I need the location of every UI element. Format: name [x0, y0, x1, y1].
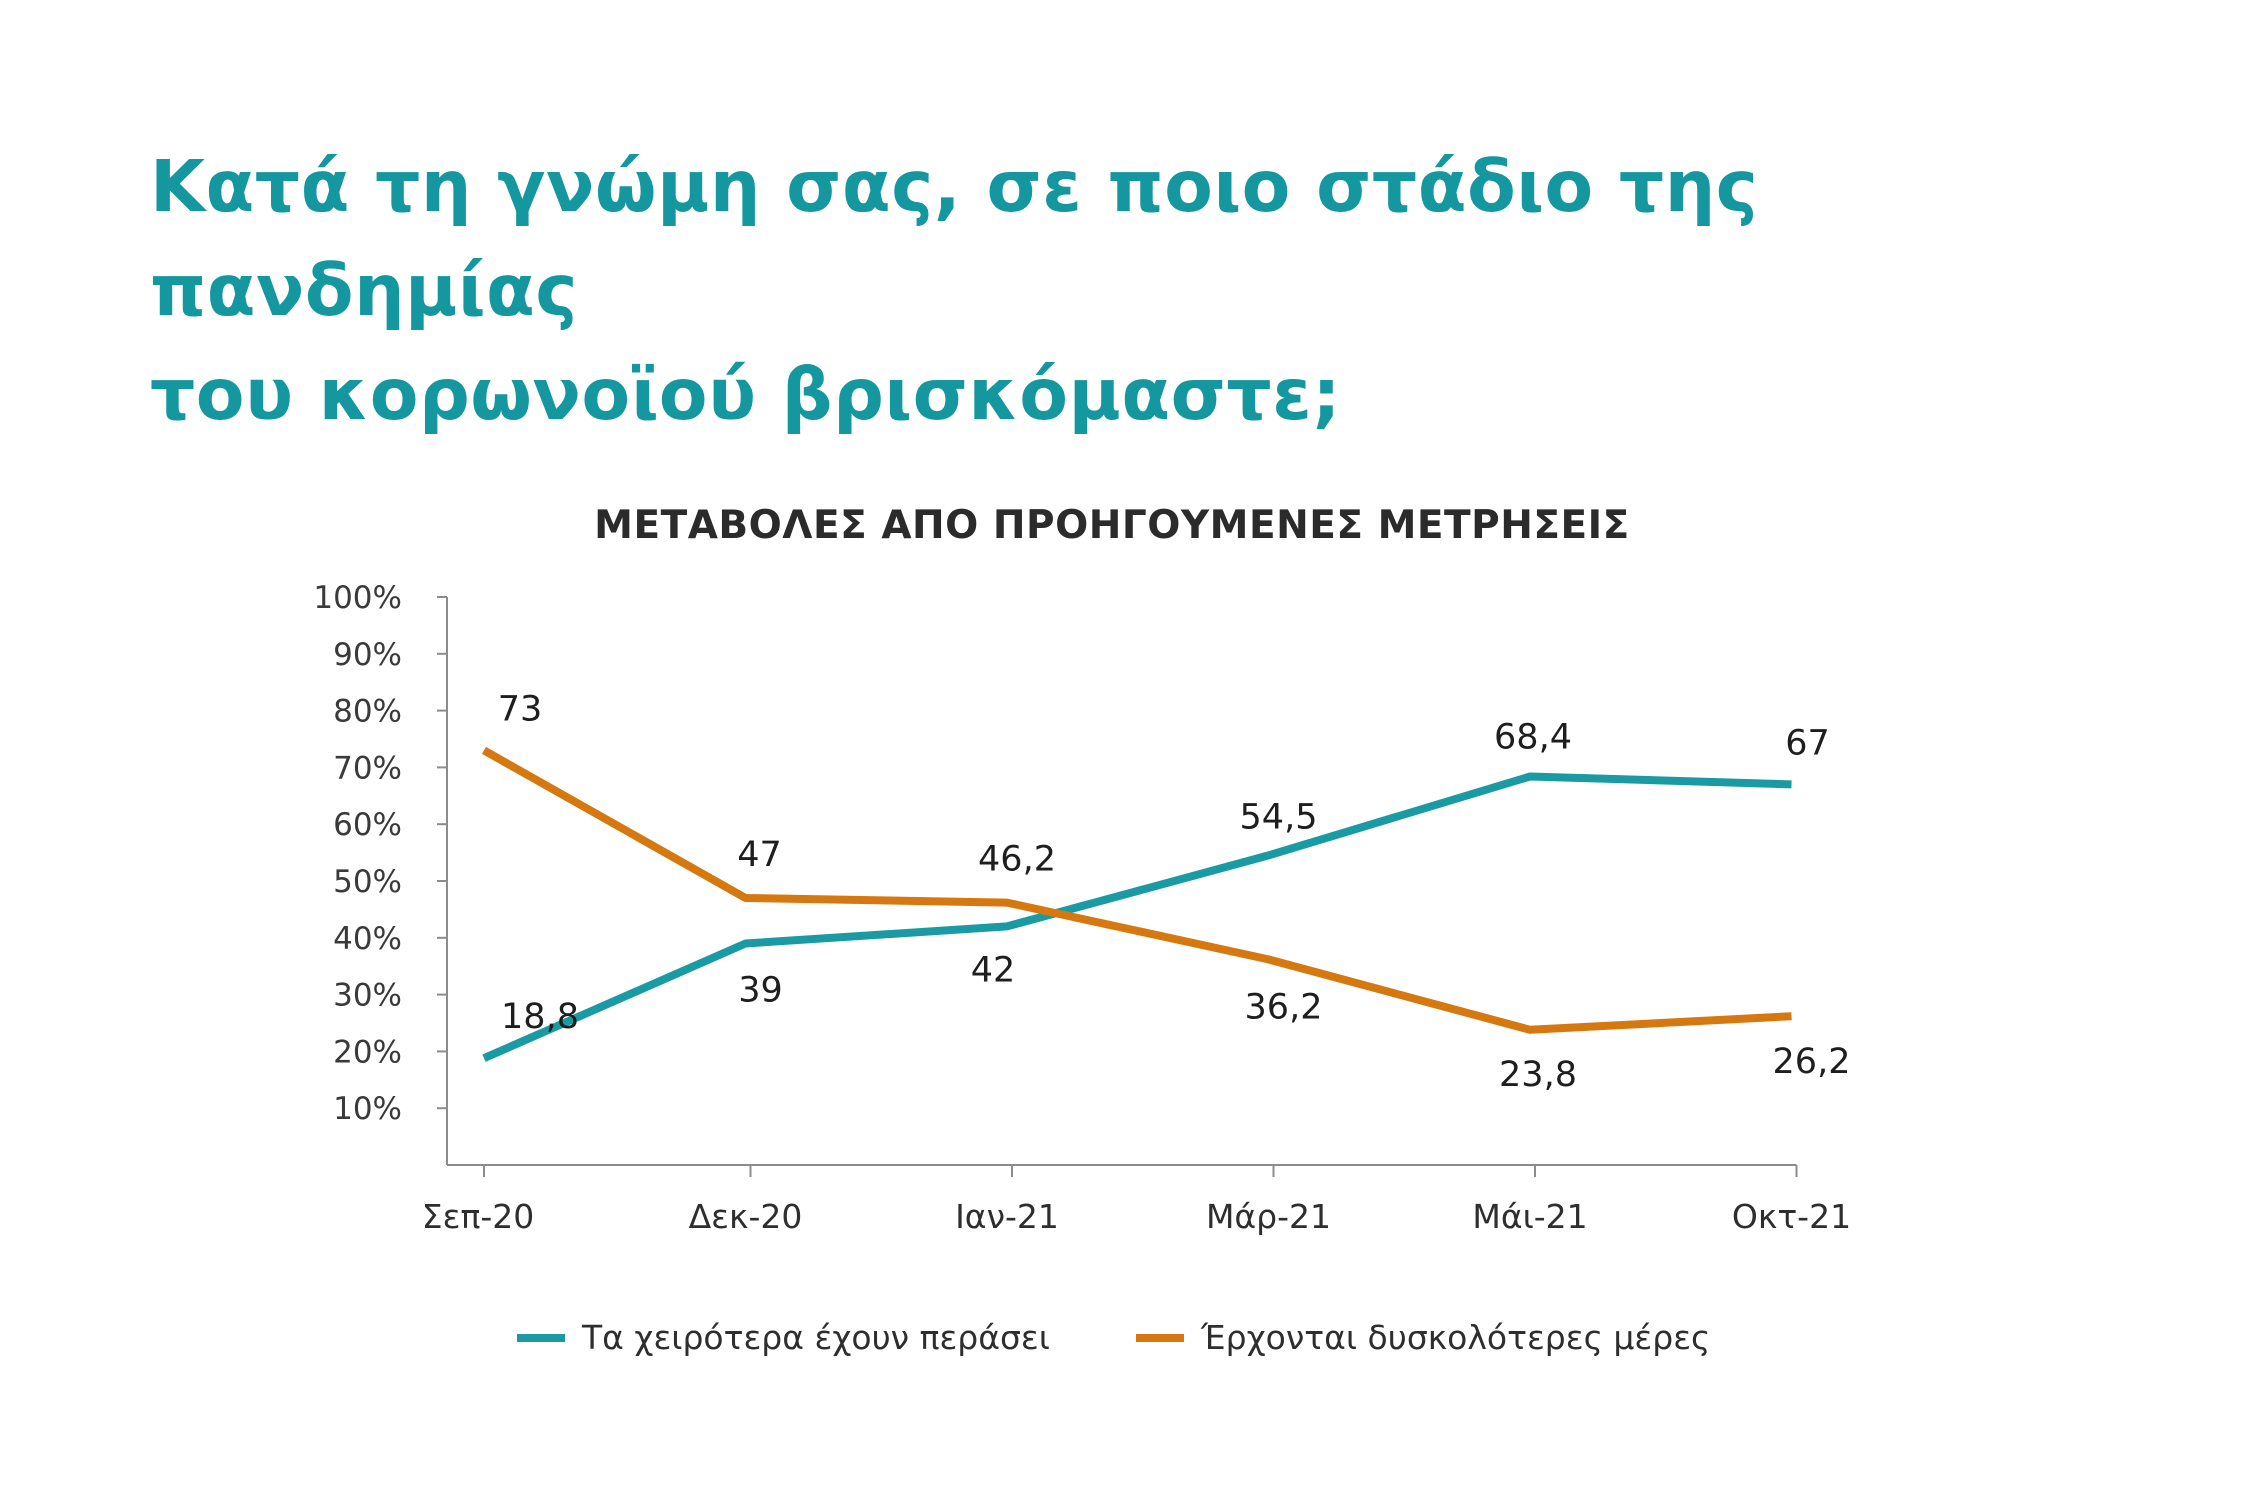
- legend-label-2: Έρχονται δυσκολότερες μέρες: [1200, 1318, 1710, 1357]
- x-tick-label: Μάι-21: [1472, 1197, 1587, 1236]
- data-label: 39: [738, 970, 783, 1010]
- y-tick-label: 80%: [333, 694, 402, 730]
- x-axis-ticks: Σεπ-20 Δεκ-20 Ιαν-21 Μάρ-21 Μάι-21 Οκτ-21: [422, 1165, 1851, 1236]
- data-label: 68,4: [1494, 717, 1572, 757]
- chart-title: ΜΕΤΑΒΟΛΕΣ ΑΠΟ ΠΡΟΗΓΟΥΜΕΝΕΣ ΜΕΤΡΗΣΕΙΣ: [594, 503, 1630, 548]
- y-tick-label: 30%: [333, 978, 402, 1014]
- chart-axes: [446, 597, 1797, 1166]
- y-tick-label: 50%: [333, 864, 402, 900]
- data-label: 46,2: [978, 840, 1056, 880]
- data-label: 42: [971, 950, 1016, 990]
- data-label: 47: [737, 835, 782, 875]
- data-label: 18,8: [501, 997, 579, 1037]
- x-tick-label: Μάρ-21: [1206, 1197, 1331, 1236]
- chart-series: [482, 746, 1792, 1062]
- data-label: 54,5: [1240, 797, 1318, 837]
- page-headline: Κατά τη γνώμη σας, σε ποιο στάδιο της πα…: [150, 135, 2150, 447]
- chart-legend: Τα χειρότερα έχουν περάσει Έρχονται δυσκο…: [517, 1318, 1710, 1357]
- y-tick-label: 20%: [333, 1034, 402, 1070]
- y-tick-label: 100%: [313, 580, 402, 616]
- headline-line-1: Κατά τη γνώμη σας, σε ποιο στάδιο της πα…: [150, 145, 1759, 332]
- x-tick-label: Σεπ-20: [422, 1197, 534, 1236]
- series-line-1: [482, 772, 1792, 1062]
- data-label: 36,2: [1245, 987, 1323, 1027]
- y-tick-label: 10%: [333, 1091, 402, 1127]
- y-tick-label: 60%: [333, 807, 402, 843]
- y-tick-label: 70%: [333, 750, 402, 786]
- y-axis-ticks: 10% 20% 30% 40% 50% 60% 70% 80% 90% 100%: [313, 580, 447, 1127]
- data-label: 23,8: [1499, 1055, 1577, 1095]
- legend-label-1: Τα χειρότερα έχουν περάσει: [581, 1318, 1050, 1357]
- y-tick-label: 40%: [333, 921, 402, 957]
- data-label: 26,2: [1773, 1042, 1851, 1082]
- x-tick-label: Οκτ-21: [1732, 1197, 1851, 1236]
- data-label: 67: [1785, 723, 1830, 763]
- chart-data-labels: 18,8 39 42 54,5 68,4 67 73 47 46,2 36,2 23,8 26,2: [498, 689, 1851, 1094]
- series-line-2: [482, 746, 1792, 1034]
- y-tick-label: 90%: [333, 637, 402, 673]
- headline-line-2: του κορωνοϊού βρισκόμαστε;: [150, 353, 1342, 436]
- x-tick-label: Ιαν-21: [955, 1197, 1059, 1236]
- x-tick-label: Δεκ-20: [689, 1197, 803, 1236]
- data-label: 73: [498, 689, 543, 729]
